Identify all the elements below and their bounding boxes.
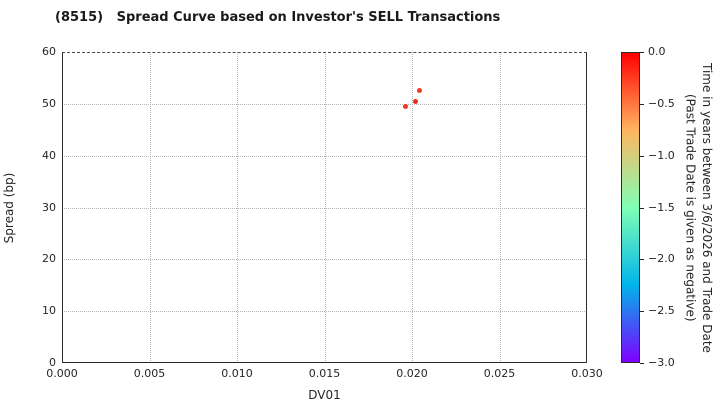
horizontal-gridline (62, 311, 587, 313)
chart-title: (8515) Spread Curve based on Investor's … (55, 10, 501, 25)
x-tick-label: 0.000 (46, 367, 78, 380)
colorbar-tick-label: 0.0 (648, 45, 666, 58)
y-tick-label: 60 (42, 45, 56, 58)
data-point (402, 104, 408, 110)
x-tick-label: 0.005 (133, 367, 166, 380)
y-tick-label: 30 (42, 200, 56, 214)
x-axis-label: DV01 (308, 388, 341, 402)
colorbar-label: Time in years between 3/6/2026 and Trade… (679, 52, 715, 363)
y-tick-label: 10 (42, 304, 56, 318)
horizontal-gridline (62, 103, 587, 105)
colorbar-tick-label: −1.0 (648, 148, 675, 162)
colorbar (621, 52, 640, 363)
colorbar-tick (640, 259, 644, 261)
colorbar-tick (640, 155, 644, 157)
colorbar-tick (640, 52, 644, 53)
colorbar-tick (640, 311, 644, 313)
colorbar-tick (640, 103, 644, 105)
x-tick-label: 0.030 (571, 367, 603, 380)
horizontal-gridline (62, 155, 587, 157)
data-point (413, 99, 418, 105)
colorbar-tick (640, 363, 644, 364)
colorbar-tick-label: −3.0 (648, 356, 675, 369)
y-tick-label: 0 (49, 356, 56, 369)
x-tick-label: 0.020 (396, 367, 428, 380)
horizontal-gridline (62, 207, 587, 209)
colorbar-tick-label: −0.5 (648, 96, 675, 110)
x-tick-label: 0.015 (308, 367, 341, 380)
y-tick-label: 50 (42, 96, 56, 110)
colorbar-tick-label: −2.0 (648, 252, 675, 266)
plot-area (62, 52, 587, 363)
x-tick-label: 0.010 (221, 367, 253, 380)
colorbar-label-line2: (Past Trade Date is given as negative) (683, 93, 698, 322)
colorbar-tick-label: −2.5 (648, 304, 675, 318)
data-point (416, 87, 422, 93)
colorbar-tick (640, 207, 644, 209)
y-tick-label: 40 (42, 148, 56, 162)
colorbar-tick-label: −1.5 (648, 200, 675, 214)
horizontal-gridline (62, 259, 587, 261)
x-tick-label: 0.025 (483, 367, 516, 380)
colorbar-label-line1: Time in years between 3/6/2026 and Trade… (700, 62, 714, 353)
y-tick-label: 20 (42, 252, 56, 266)
